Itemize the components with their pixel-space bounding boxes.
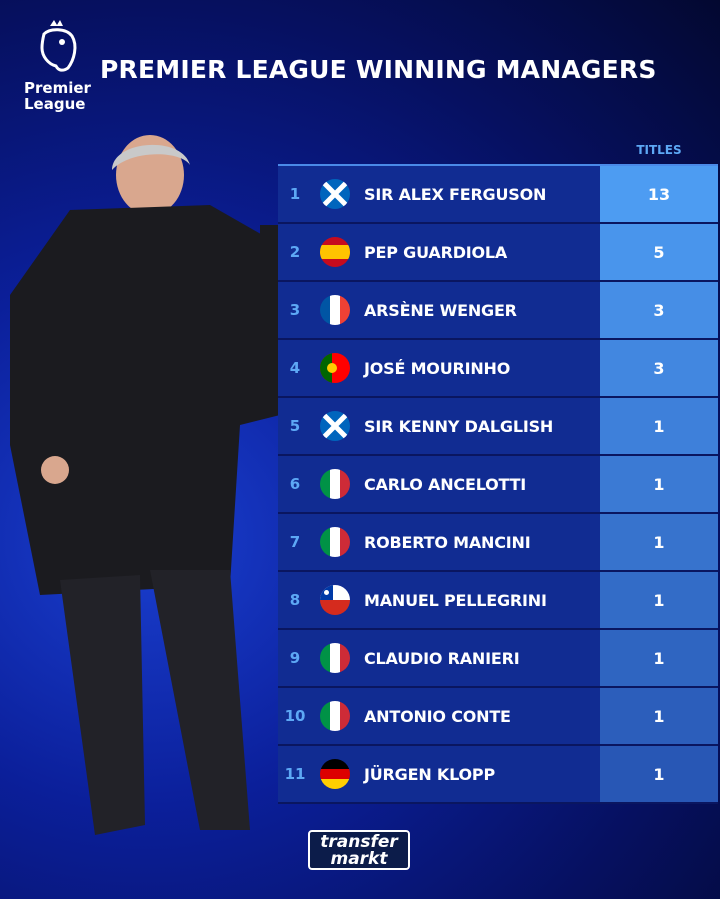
manager-name: CARLO ANCELOTTI (364, 474, 527, 494)
table-row: 9 CLAUDIO RANIERI 1 (278, 630, 718, 688)
manager-cell: 2 PEP GUARDIOLA (278, 224, 600, 280)
tm-line2: markt (330, 849, 388, 869)
table-row: 8 MANUEL PELLEGRINI 1 (278, 572, 718, 630)
table-row: 1 SIR ALEX FERGUSON 13 (278, 166, 718, 224)
rank: 11 (284, 765, 306, 783)
rank: 7 (289, 533, 301, 551)
rank: 8 (289, 591, 301, 609)
manager-name: CLAUDIO RANIERI (364, 648, 520, 668)
manager-photo (10, 135, 280, 835)
lion-icon (40, 20, 77, 72)
manager-name: MANUEL PELLEGRINI (364, 590, 547, 610)
manager-name: SIR ALEX FERGUSON (364, 184, 547, 204)
rank: 1 (289, 185, 301, 203)
manager-name: SIR KENNY DALGLISH (364, 416, 554, 436)
rank: 5 (289, 417, 301, 435)
manager-cell: 10 ANTONIO CONTE (278, 688, 600, 744)
france-flag-icon (320, 295, 350, 325)
transfermarkt-logo: transfer markt (308, 830, 410, 870)
rank: 3 (289, 301, 301, 319)
manager-name: JÜRGEN KLOPP (364, 764, 495, 784)
rank: 10 (284, 707, 306, 725)
spain-flag-icon (320, 237, 350, 267)
table-row: 4 JOSÉ MOURINHO 3 (278, 340, 718, 398)
titles-value: 1 (600, 456, 718, 512)
scotland-flag-icon (320, 411, 350, 441)
manager-cell: 1 SIR ALEX FERGUSON (278, 166, 600, 222)
manager-cell: 3 ARSÈNE WENGER (278, 282, 600, 338)
manager-name: ARSÈNE WENGER (364, 300, 517, 320)
managers-table: 1 SIR ALEX FERGUSON 13 2 PEP GUARDIOLA 5… (278, 164, 718, 804)
titles-value: 1 (600, 514, 718, 570)
page-title: PREMIER LEAGUE WINNING MANAGERS (100, 55, 657, 84)
manager-cell: 7 ROBERTO MANCINI (278, 514, 600, 570)
titles-value: 1 (600, 572, 718, 628)
manager-cell: 4 JOSÉ MOURINHO (278, 340, 600, 396)
italy-flag-icon (320, 527, 350, 557)
logo-text-premier: Premier (24, 79, 91, 97)
italy-flag-icon (320, 701, 350, 731)
manager-cell: 9 CLAUDIO RANIERI (278, 630, 600, 686)
titles-value: 1 (600, 630, 718, 686)
manager-cell: 8 MANUEL PELLEGRINI (278, 572, 600, 628)
rank: 4 (289, 359, 301, 377)
table-row: 6 CARLO ANCELOTTI 1 (278, 456, 718, 514)
rank: 6 (289, 475, 301, 493)
germany-flag-icon (320, 759, 350, 789)
manager-name: ROBERTO MANCINI (364, 532, 531, 552)
titles-value: 3 (600, 340, 718, 396)
italy-flag-icon (320, 643, 350, 673)
titles-value: 1 (600, 746, 718, 802)
titles-value: 1 (600, 398, 718, 454)
table-row: 7 ROBERTO MANCINI 1 (278, 514, 718, 572)
table-row: 2 PEP GUARDIOLA 5 (278, 224, 718, 282)
manager-cell: 6 CARLO ANCELOTTI (278, 456, 600, 512)
scotland-flag-icon (320, 179, 350, 209)
titles-value: 1 (600, 688, 718, 744)
rank: 2 (289, 243, 301, 261)
chile-flag-icon (320, 585, 350, 615)
italy-flag-icon (320, 469, 350, 499)
table-row: 3 ARSÈNE WENGER 3 (278, 282, 718, 340)
table-row: 11 JÜRGEN KLOPP 1 (278, 746, 718, 804)
titles-column-header: TITLES (636, 143, 682, 157)
rank: 9 (289, 649, 301, 667)
table-row: 5 SIR KENNY DALGLISH 1 (278, 398, 718, 456)
titles-value: 5 (600, 224, 718, 280)
manager-name: PEP GUARDIOLA (364, 242, 508, 262)
manager-cell: 11 JÜRGEN KLOPP (278, 746, 600, 802)
manager-name: JOSÉ MOURINHO (364, 358, 511, 378)
tm-line1: transfer (320, 832, 398, 852)
titles-value: 13 (600, 166, 718, 222)
table-row: 10 ANTONIO CONTE 1 (278, 688, 718, 746)
manager-cell: 5 SIR KENNY DALGLISH (278, 398, 600, 454)
premier-league-logo: Premier League (22, 18, 92, 112)
titles-value: 3 (600, 282, 718, 338)
logo-text-league: League (24, 95, 86, 113)
manager-name: ANTONIO CONTE (364, 706, 511, 726)
portugal-flag-icon (320, 353, 350, 383)
